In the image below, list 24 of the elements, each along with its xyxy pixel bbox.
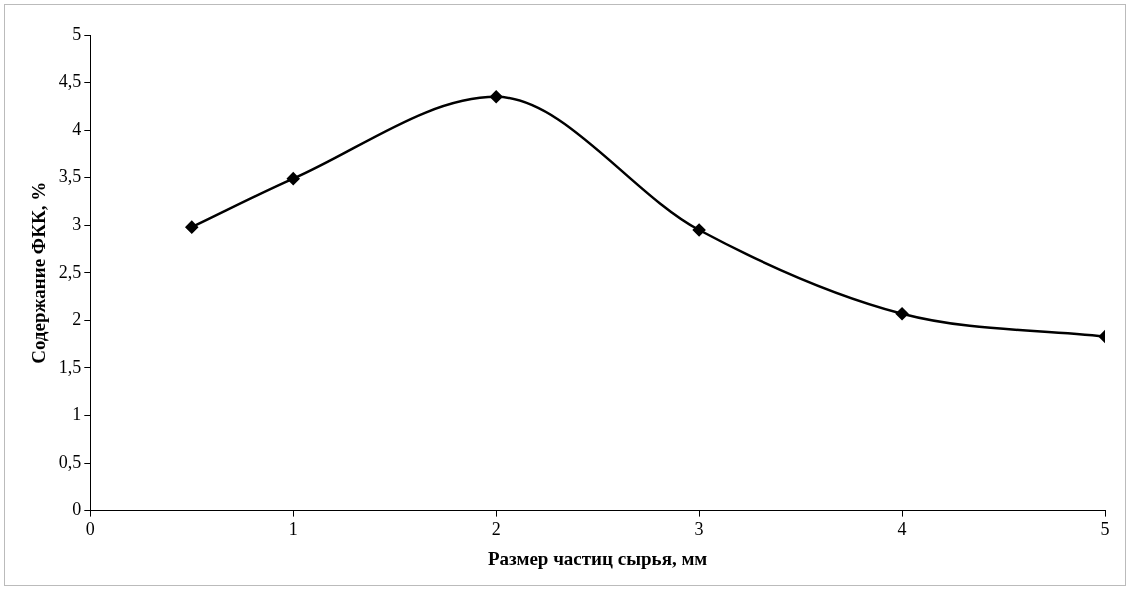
x-axis-title: Размер частиц сырья, мм <box>487 547 708 569</box>
y-tick-label: 2,5 <box>58 261 82 282</box>
x-tick-label: 2 <box>491 519 501 540</box>
y-tick-label: 0 <box>72 499 82 520</box>
point <box>489 90 503 104</box>
y-tick-label: 3 <box>72 213 82 234</box>
y-tick-label: 1 <box>72 404 82 425</box>
y-axis-title: Содержание ФКК, % <box>28 181 50 364</box>
y-tick-label: 2 <box>72 309 82 330</box>
y-tick-label: 4,5 <box>58 71 82 92</box>
x-tick-label: 0 <box>85 519 95 540</box>
point <box>895 307 909 320</box>
y-tick-label: 3,5 <box>58 166 82 187</box>
y-tick-label: 5 <box>72 23 82 44</box>
point <box>692 223 706 237</box>
point <box>185 220 199 234</box>
point <box>286 172 300 185</box>
x-tick-label: 5 <box>1100 519 1110 540</box>
x-tick-label: 3 <box>694 519 704 540</box>
x-tick-label: 4 <box>897 519 907 540</box>
y-tick-label: 4 <box>72 118 82 139</box>
y-tick-label: 0,5 <box>58 451 82 472</box>
y-tick-label: 1,5 <box>58 356 82 377</box>
x-tick-label: 1 <box>288 519 298 540</box>
